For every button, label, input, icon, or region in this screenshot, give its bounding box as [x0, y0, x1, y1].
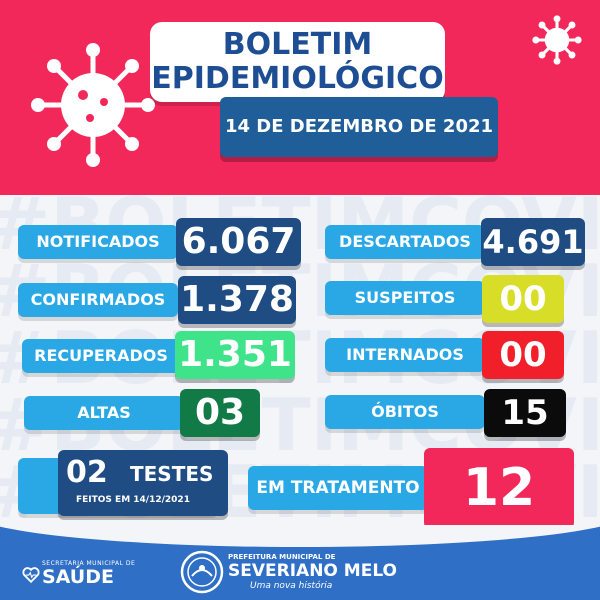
descartados-label: DESCARTADOS: [325, 225, 485, 259]
footer: [0, 525, 600, 600]
prefeitura-logo: PREFEITURA MUNICIPAL DE SEVERIANO MELO U…: [180, 548, 397, 598]
virus-icon: [31, 43, 155, 167]
internados-label: INTERNADOS: [325, 338, 485, 372]
recuperados-value: 1.351: [175, 331, 295, 379]
prefeitura-small-text: PREFEITURA MUNICIPAL DE: [228, 553, 336, 561]
city-emblem-icon: [180, 550, 224, 594]
notificados-label: NOTIFICADOS: [18, 225, 178, 259]
testes-label: TESTES: [130, 462, 214, 486]
small-virus-icon: [532, 15, 582, 65]
title-line-2: EPIDEMIOLÓGICO: [151, 61, 444, 96]
saude-small-text: SECRETARIA MUNICIPAL DE: [42, 560, 136, 567]
confirmados-value: 1.378: [178, 276, 296, 324]
testes-sub: FEITOS EM 14/12/2021: [76, 495, 190, 505]
recuperados-label: RECUPERADOS: [22, 339, 180, 373]
obitos-value: 15: [484, 389, 566, 437]
saude-word: SAÚDE: [42, 566, 114, 588]
footer-curve: [0, 525, 600, 547]
altas-value: 03: [180, 389, 260, 437]
notificados-value: 6.067: [176, 218, 301, 266]
internados-value: 00: [482, 331, 564, 379]
testes-count: 02: [66, 455, 108, 490]
title-box: BOLETIM EPIDEMIOLÓGICO: [150, 22, 445, 102]
tratamento-label: EM TRATAMENTO: [248, 466, 428, 510]
obitos-label: ÓBITOS: [325, 395, 485, 429]
descartados-value: 4.691: [481, 218, 585, 266]
title-line-1: BOLETIM: [222, 27, 373, 62]
heart-icon: [22, 567, 40, 584]
date-badge: 14 DE DEZEMBRO DE 2021: [220, 97, 498, 157]
tratamento-value: 12: [424, 448, 574, 528]
suspeitos-value: 00: [482, 275, 564, 323]
suspeitos-label: SUSPEITOS: [325, 281, 485, 315]
testes-box: 02 TESTES FEITOS EM 14/12/2021: [58, 450, 228, 516]
prefeitura-name: SEVERIANO MELO: [228, 561, 398, 581]
prefeitura-slogan: Uma nova história: [250, 581, 333, 591]
altas-label: ALTAS: [24, 396, 184, 430]
confirmados-label: CONFIRMADOS: [18, 283, 178, 317]
